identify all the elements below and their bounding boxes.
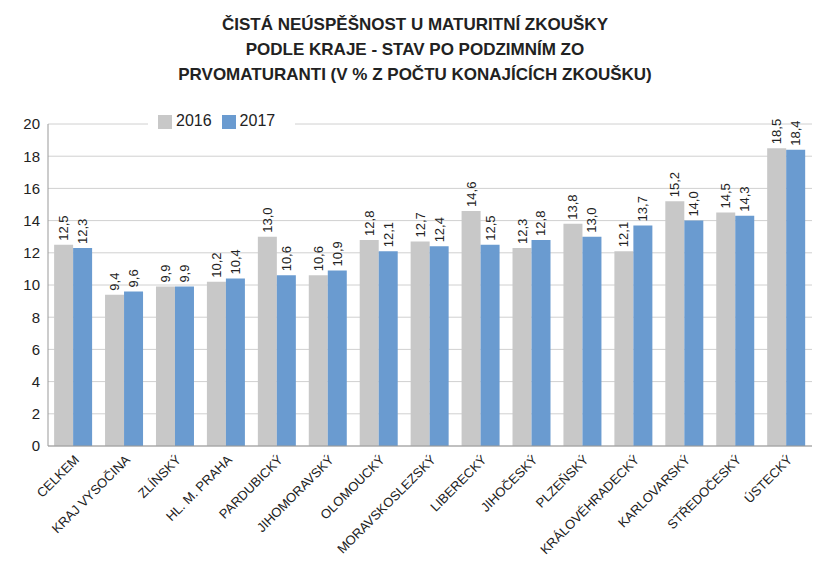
svg-text:16: 16 [23, 180, 40, 197]
svg-text:13,0: 13,0 [584, 207, 599, 232]
svg-text:9,9: 9,9 [158, 265, 173, 283]
svg-text:2: 2 [32, 405, 40, 422]
svg-text:PLZEŇSKÝ: PLZEŇSKÝ [532, 452, 592, 511]
svg-text:18,5: 18,5 [769, 119, 784, 144]
svg-text:PARDUBICKÝ: PARDUBICKÝ [216, 452, 286, 522]
svg-text:13,0: 13,0 [260, 207, 275, 232]
svg-text:KRAJ VYSOČINA: KRAJ VYSOČINA [49, 452, 133, 536]
svg-text:LIBERECKÝ: LIBERECKÝ [427, 452, 490, 515]
svg-text:18: 18 [23, 148, 40, 165]
svg-text:6: 6 [32, 341, 40, 358]
svg-text:18,4: 18,4 [788, 120, 803, 145]
svg-text:10: 10 [23, 276, 40, 293]
html-text:PRVOMATURANTI (V % Z POČTU KON: PRVOMATURANTI (V % Z POČTU KONAJÍCÍCH ZK… [178, 65, 652, 84]
svg-text:12,4: 12,4 [432, 217, 447, 242]
svg-text:ÚSTECKÝ: ÚSTECKÝ [741, 452, 795, 506]
svg-text:KARLOVARSKÝ: KARLOVARSKÝ [614, 452, 694, 531]
svg-text:10,4: 10,4 [228, 249, 243, 274]
svg-text:JIHOČESKÝ: JIHOČESKÝ [478, 452, 541, 515]
svg-text:12,5: 12,5 [483, 215, 498, 240]
svg-text:12,8: 12,8 [534, 211, 549, 236]
svg-text:9,4: 9,4 [107, 273, 122, 291]
svg-text:10,6: 10,6 [311, 246, 326, 271]
svg-text:STŘEDOČESKÝ: STŘEDOČESKÝ [664, 452, 744, 532]
svg-text:10,9: 10,9 [330, 241, 345, 266]
svg-text:10,2: 10,2 [209, 252, 224, 277]
svg-text:10,6: 10,6 [279, 246, 294, 271]
svg-text:KRÁLOVÉHRADECKÝ: KRÁLOVÉHRADECKÝ [537, 452, 642, 556]
svg-text:12,1: 12,1 [381, 222, 396, 247]
svg-text:9,9: 9,9 [177, 265, 192, 283]
html-text:ČISTÁ NEÚSPĚŠNOST U MATURITNÍ: ČISTÁ NEÚSPĚŠNOST U MATURITNÍ ZKOUŠKY [222, 15, 608, 34]
svg-text:MORAVSKOSLEZSKÝ: MORAVSKOSLEZSKÝ [334, 452, 439, 556]
svg-text:13,8: 13,8 [565, 195, 580, 220]
svg-text:14: 14 [23, 212, 40, 229]
svg-text:4: 4 [32, 373, 40, 390]
svg-text:12,8: 12,8 [362, 211, 377, 236]
svg-text:20: 20 [23, 115, 40, 132]
html-text:2017: 2017 [239, 112, 276, 129]
svg-text:14,3: 14,3 [737, 186, 752, 211]
svg-text:12,5: 12,5 [56, 215, 71, 240]
html-text:2016: 2016 [176, 112, 212, 129]
svg-text:9,6: 9,6 [126, 269, 141, 287]
svg-text:12: 12 [23, 244, 40, 261]
svg-text:0: 0 [32, 437, 40, 454]
svg-text:CELKEM: CELKEM [34, 452, 82, 500]
html-text:PODLE KRAJE - STAV PO PODZIMNÍ: PODLE KRAJE - STAV PO PODZIMNÍM ZO [245, 40, 585, 59]
svg-text:15,2: 15,2 [667, 172, 682, 197]
svg-text:8: 8 [32, 309, 40, 326]
svg-text:ZLÍNSKÝ: ZLÍNSKÝ [135, 452, 184, 501]
svg-text:14,6: 14,6 [464, 182, 479, 207]
svg-text:14,0: 14,0 [686, 191, 701, 216]
svg-text:13,7: 13,7 [635, 196, 650, 221]
svg-text:12,7: 12,7 [413, 212, 428, 237]
svg-text:OLOMOUCKÝ: OLOMOUCKÝ [317, 452, 388, 523]
svg-text:12,3: 12,3 [515, 219, 530, 244]
svg-text:JIHOMORAVSKÝ: JIHOMORAVSKÝ [254, 452, 337, 535]
svg-text:14,5: 14,5 [718, 183, 733, 208]
svg-text:HL. M. PRAHA: HL. M. PRAHA [163, 452, 235, 524]
svg-text:12,3: 12,3 [75, 219, 90, 244]
svg-text:12,1: 12,1 [616, 222, 631, 247]
